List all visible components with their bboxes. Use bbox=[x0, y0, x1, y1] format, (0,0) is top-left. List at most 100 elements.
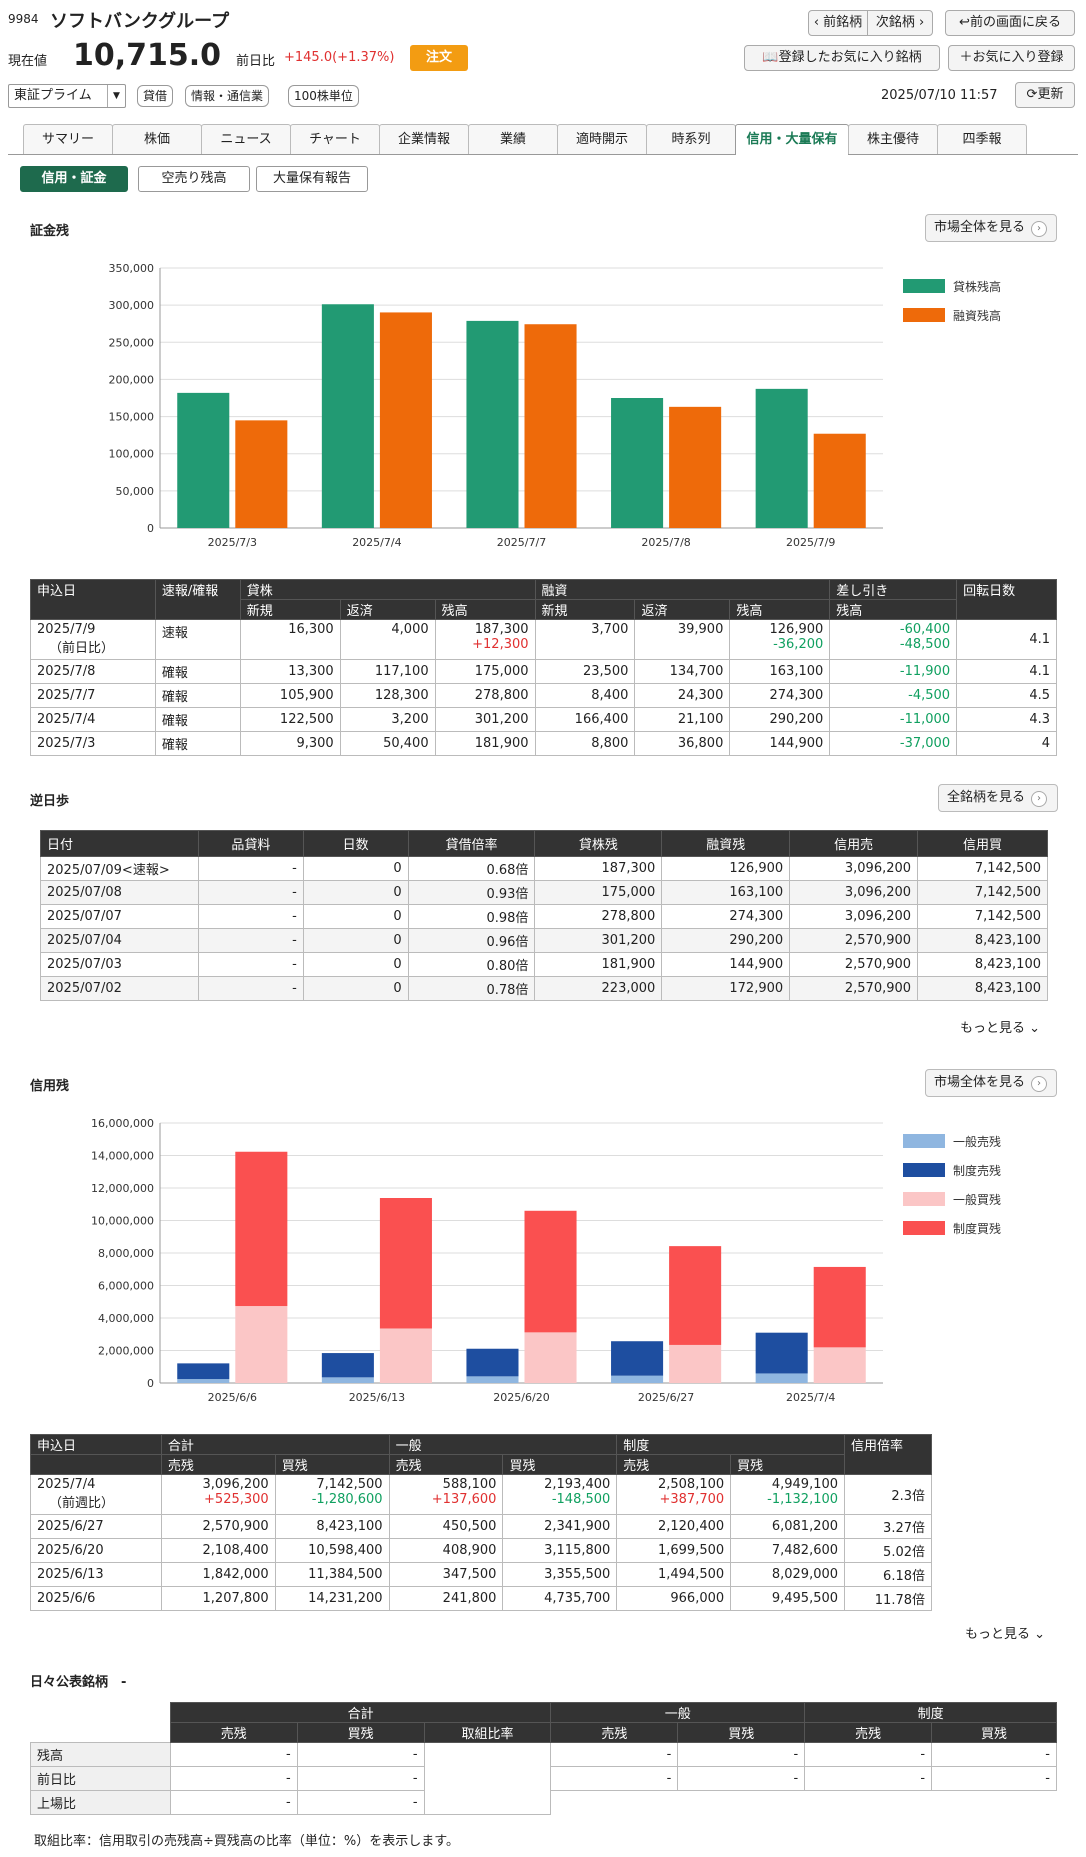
nichibi-title: 日々公表銘柄 - bbox=[30, 1675, 127, 1690]
col-type: 速報/確報 bbox=[154, 579, 241, 620]
next-stock-button[interactable]: 次銘柄 › bbox=[867, 10, 933, 36]
refresh-button[interactable]: ⟳更新 bbox=[1015, 82, 1075, 108]
col-loan-repay: 返済 bbox=[634, 599, 731, 620]
gyaku-all-button[interactable]: 全銘柄を見る › bbox=[938, 784, 1058, 812]
bar bbox=[669, 1344, 722, 1383]
bar bbox=[755, 388, 808, 528]
bar bbox=[755, 1332, 808, 1374]
cell: 588,100 +137,600 bbox=[388, 1474, 504, 1515]
col-ratio: 取組比率 bbox=[423, 1722, 552, 1743]
order-button[interactable]: 注文 bbox=[410, 45, 468, 71]
x-tick-label: 2025/7/8 bbox=[641, 536, 690, 549]
bar bbox=[813, 433, 866, 528]
legend-swatch bbox=[903, 1134, 945, 1148]
subtab-short-sell[interactable]: 空売り残高 bbox=[138, 166, 250, 192]
cell: 2,193,400 -148,500 bbox=[502, 1474, 618, 1515]
gyaku-more-link[interactable]: もっと見る ⌄ bbox=[960, 1021, 1041, 1036]
col-days: 日数 bbox=[302, 830, 409, 857]
legend-swatch bbox=[903, 279, 945, 293]
bar bbox=[321, 1377, 374, 1383]
gyaku-table: 日付 品貸料 日数 貸借倍率 貸株残 融資残 信用売 信用買 2025/07/09<速報> -0… bbox=[40, 830, 1048, 1001]
y-tick-label: 300,000 bbox=[109, 299, 155, 312]
table-row: 上場比 - - bbox=[30, 1790, 1057, 1815]
bar bbox=[379, 1328, 432, 1383]
y-tick-label: 14,000,000 bbox=[91, 1150, 154, 1163]
shokin-chart: 350,000 300,000 250,000 200,000 150,000 100,0… bbox=[109, 262, 1002, 549]
back-button[interactable]: ↩前の画面に戻る bbox=[945, 10, 1075, 36]
table-row: 2025/6/20 2,108,400 10,598,400 408,900 3,115… bbox=[30, 1538, 932, 1563]
table-row: 2025/7/7 確報 105,900 128,300 278,800 8,400 24,3… bbox=[30, 683, 1057, 708]
col-general-buy: 買残 bbox=[502, 1454, 618, 1475]
cell: 3,096,200 +525,300 bbox=[160, 1474, 276, 1515]
tab-results[interactable]: 業績 bbox=[468, 124, 558, 154]
subtab-shinyo-shokin[interactable]: 信用・証金 bbox=[20, 166, 128, 192]
col-system-buy: 買残 bbox=[931, 1722, 1057, 1743]
tab-margin[interactable]: 信用・大量保有 bbox=[735, 124, 849, 155]
col-general: 一般 bbox=[388, 1434, 618, 1455]
empty bbox=[550, 1790, 1057, 1815]
x-tick-label: 2025/6/20 bbox=[493, 1391, 549, 1404]
gyaku-title: 逆日歩 bbox=[30, 794, 70, 809]
col-system: 制度 bbox=[616, 1434, 846, 1455]
col-system-sell: 売残 bbox=[804, 1722, 933, 1743]
col-total: 合計 bbox=[169, 1702, 552, 1723]
legend-swatch bbox=[903, 1163, 945, 1177]
shinyo-market-button[interactable]: 市場全体を見る › bbox=[925, 1069, 1057, 1097]
favorites-list-button[interactable]: 📖登録したお気に入り銘柄 bbox=[744, 45, 940, 71]
tab-summary[interactable]: サマリー bbox=[23, 124, 113, 154]
add-favorite-button[interactable]: ＋お気に入り登録 bbox=[948, 45, 1075, 71]
bar bbox=[524, 324, 577, 528]
y-tick-label: 2,000,000 bbox=[98, 1345, 154, 1358]
shinyo-more-link[interactable]: もっと見る ⌄ bbox=[965, 1627, 1046, 1642]
table-row: 2025/07/09<速報> -0 0.68倍 187,300 126,900 3,096… bbox=[40, 856, 1048, 881]
table-row: 残高 - - - - - - bbox=[30, 1742, 1057, 1815]
col-diff: 差し引き bbox=[829, 579, 958, 600]
tab-disclosure[interactable]: 適時開示 bbox=[557, 124, 647, 154]
col-turnover: 回転日数 bbox=[956, 579, 1057, 620]
refresh-icon: ⟳ bbox=[1026, 87, 1038, 102]
bar bbox=[611, 1375, 664, 1383]
price-label: 現在値 bbox=[8, 54, 48, 69]
x-tick-label: 2025/7/9 bbox=[786, 536, 835, 549]
col-system-sell: 売残 bbox=[616, 1454, 732, 1475]
chevron-right-icon: › bbox=[1031, 791, 1048, 807]
y-tick-label: 0 bbox=[147, 1377, 154, 1390]
tab-chart[interactable]: チャート bbox=[290, 124, 380, 154]
nichibi-note: 取組比率：信用取引の売残高÷買残高の比率（単位：%）を表示します。 bbox=[34, 1834, 459, 1849]
legend-label: 一般買残 bbox=[953, 1192, 1001, 1207]
bar bbox=[466, 1376, 519, 1383]
tab-price[interactable]: 株価 bbox=[112, 124, 202, 154]
stock-name: ソフトバンクグループ bbox=[50, 11, 230, 32]
cell: 187,300 +12,300 bbox=[434, 619, 536, 660]
bar bbox=[177, 392, 230, 528]
col-sell: 信用売 bbox=[789, 830, 919, 857]
y-tick-label: 150,000 bbox=[109, 411, 155, 424]
tab-company[interactable]: 企業情報 bbox=[379, 124, 469, 154]
legend-label: 融資残高 bbox=[953, 308, 1001, 323]
y-tick-label: 12,000,000 bbox=[91, 1182, 154, 1195]
market-select[interactable]: 東証プライム ▼ bbox=[8, 84, 126, 108]
legend-swatch bbox=[903, 308, 945, 322]
shokin-market-button[interactable]: 市場全体を見る › bbox=[925, 214, 1057, 242]
col-lend-bal: 残高 bbox=[434, 599, 536, 620]
book-icon: 📖 bbox=[762, 50, 779, 65]
tag-sector[interactable]: 情報・通信業 bbox=[185, 85, 270, 107]
col-general: 一般 bbox=[550, 1702, 806, 1723]
subtab-large-holding[interactable]: 大量保有報告 bbox=[256, 166, 368, 192]
col-date: 日付 bbox=[40, 830, 199, 857]
ratio-cell bbox=[423, 1742, 552, 1815]
prev-stock-button[interactable]: ‹ 前銘柄 bbox=[808, 10, 868, 36]
col-blank bbox=[30, 1454, 162, 1475]
tab-shikiho[interactable]: 四季報 bbox=[937, 124, 1027, 154]
tab-timeseries[interactable]: 時系列 bbox=[646, 124, 736, 154]
bar bbox=[466, 320, 519, 528]
tab-benefits[interactable]: 株主優待 bbox=[848, 124, 938, 154]
col-general-buy: 買残 bbox=[677, 1722, 806, 1743]
tab-news[interactable]: ニュース bbox=[201, 124, 291, 154]
cell: 2025/7/9 （前日比） bbox=[30, 619, 156, 660]
y-tick-label: 16,000,000 bbox=[91, 1117, 154, 1130]
legend-label: 一般売残 bbox=[953, 1134, 1001, 1149]
col-lend: 貸株残 bbox=[534, 830, 663, 857]
tag-unit: 100株単位 bbox=[288, 85, 359, 107]
col-lend: 貸株 bbox=[239, 579, 536, 600]
